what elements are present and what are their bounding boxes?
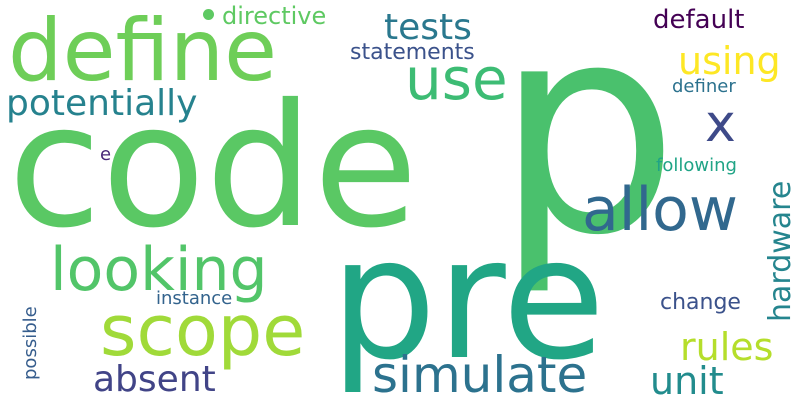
word-directive: directive (222, 2, 327, 30)
word-default: default (653, 5, 745, 35)
word-tests: tests (384, 7, 472, 48)
word-statements: statements (350, 40, 475, 65)
word-possible: possible (20, 306, 41, 380)
word-potentially: potentially (6, 83, 198, 124)
word-absent: absent (93, 359, 216, 400)
word-use: use (405, 45, 508, 113)
word-scope: scope (100, 290, 306, 372)
word-looking: looking (50, 235, 268, 305)
word-pre: pre (330, 201, 606, 397)
word-using: using (678, 39, 781, 83)
word-x: x (705, 94, 736, 154)
word-following: following (656, 155, 737, 176)
word-e: e (100, 144, 112, 165)
word-rules: rules (680, 325, 774, 369)
word-allow: allow (582, 175, 738, 245)
word-code: code (8, 68, 418, 266)
word-change: change (660, 290, 741, 315)
word-hardware: hardware (763, 180, 798, 322)
word-p: p (495, 0, 680, 299)
word-definer: definer (672, 76, 736, 97)
word-unit: unit (650, 359, 724, 400)
word-define: define (8, 1, 278, 101)
word-instance: instance (156, 288, 233, 309)
dot-mark (203, 9, 214, 20)
word-simulate: simulate (372, 346, 588, 400)
